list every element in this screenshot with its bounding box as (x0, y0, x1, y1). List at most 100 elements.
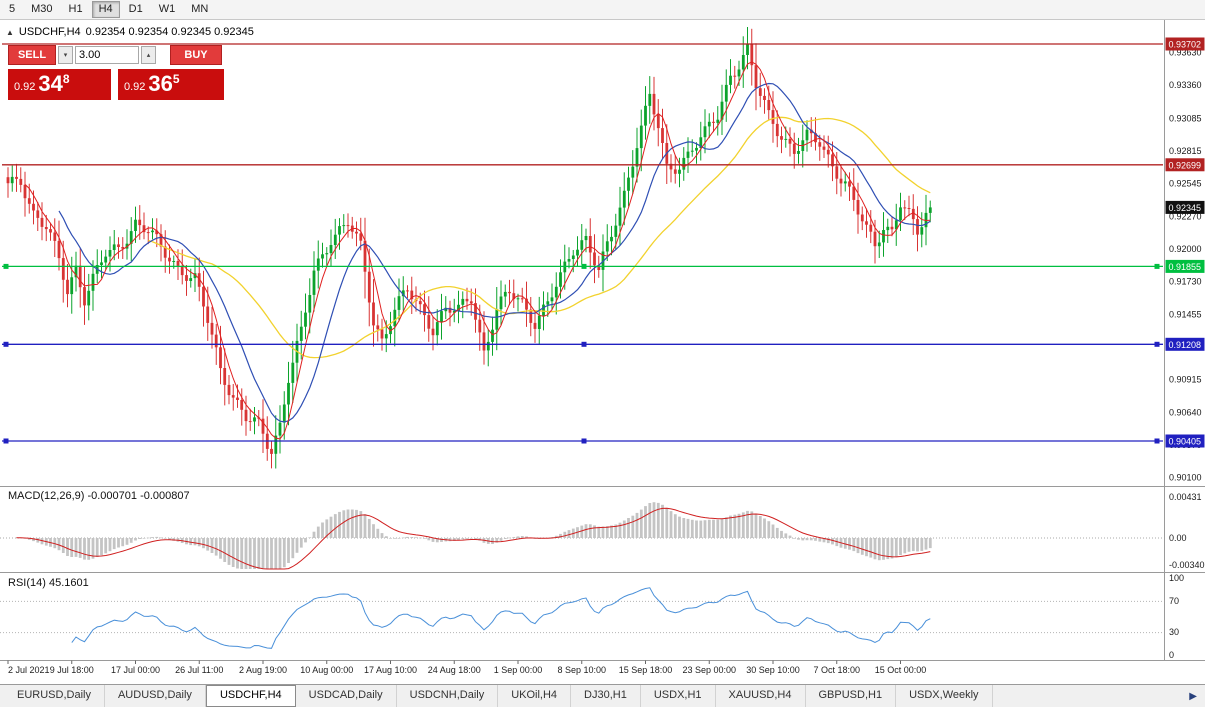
price-axis-label: 0.92270 (1169, 211, 1202, 221)
time-axis-label: 10 Aug 00:00 (300, 665, 353, 675)
price-axis-label: 0.90640 (1169, 408, 1202, 418)
price-tag-label: 0.93702 (1169, 40, 1202, 50)
rsi-line (71, 587, 931, 649)
price-axis-label: 0.92545 (1169, 178, 1202, 188)
price-axis-label: 0.93630 (1169, 48, 1202, 58)
chart-quote-header: ▲ USDCHF,H4 0.92354 0.92354 0.92345 0.92… (6, 26, 254, 38)
tab-scroll-right-icon[interactable]: ▶ (1189, 690, 1197, 702)
tab-eurusd-daily[interactable]: EURUSD,Daily (4, 685, 105, 707)
hline-handle[interactable] (581, 438, 587, 444)
price-tag-label: 0.92345 (1169, 203, 1202, 213)
hline-handle[interactable] (3, 263, 9, 269)
timeframe-button-5[interactable]: 5 (2, 1, 22, 18)
price-tag-label: 0.92699 (1169, 160, 1202, 170)
tab-usdcad-daily[interactable]: USDCAD,Daily (296, 685, 397, 707)
buy-price-display[interactable]: 0.92 36 5 (118, 69, 224, 100)
time-axis-label: 17 Aug 10:00 (364, 665, 417, 675)
sell-price-big: 34 (38, 71, 63, 96)
price-axis-label: 0.91455 (1169, 310, 1202, 320)
timeframe-toolbar: 5 M30 H1 H4 D1 W1 MN (0, 0, 1205, 20)
price-chart[interactable]: 0.936300.933600.930850.928150.925450.922… (0, 20, 1205, 684)
sell-price-sup: 8 (62, 72, 70, 86)
sell-button[interactable]: SELL (8, 45, 56, 65)
time-axis-label: 17 Jul 00:00 (111, 665, 160, 675)
lot-increase-button[interactable]: ▴ (141, 46, 156, 64)
sell-price-display[interactable]: 0.92 34 8 (8, 69, 111, 100)
ma-line-blue (58, 82, 931, 423)
chart-background[interactable] (0, 20, 1205, 684)
price-axis-label: 0.90100 (1169, 473, 1202, 483)
timeframe-button-m30[interactable]: M30 (24, 1, 59, 18)
timeframe-button-h4[interactable]: H4 (91, 1, 120, 18)
time-axis-label: 2 Aug 19:00 (239, 665, 287, 675)
tab-usdx-h1[interactable]: USDX,H1 (641, 685, 716, 707)
sell-price-prefix: 0.92 (14, 81, 36, 93)
hline-handle[interactable] (581, 341, 587, 347)
time-axis-label: 7 Oct 18:00 (813, 665, 860, 675)
price-axis-label: 0.91730 (1169, 276, 1202, 286)
price-tag-label: 0.91855 (1169, 262, 1202, 272)
chart-tab-bar: EURUSD,Daily AUDUSD,Daily USDCHF,H4 USDCAD,… (0, 684, 1205, 707)
price-axis-label: 0.93085 (1169, 113, 1202, 123)
price-tag (1165, 259, 1205, 273)
hline-handle[interactable] (3, 438, 9, 444)
chart-tabs: EURUSD,Daily AUDUSD,Daily USDCHF,H4 USDCAD,… (4, 685, 993, 707)
price-tag-label: 0.90405 (1169, 436, 1202, 446)
macd-histogram (15, 502, 932, 569)
hline-handle[interactable] (3, 341, 9, 347)
tab-dj30-h1[interactable]: DJ30,H1 (571, 685, 641, 707)
candle-series (6, 27, 932, 469)
quote-symbol: USDCHF,H4 (18, 26, 81, 38)
tab-ukoil-h4[interactable]: UKOil,H4 (498, 685, 572, 707)
price-axis-label: 0.90915 (1169, 375, 1202, 385)
macd-signal-line (16, 507, 931, 570)
price-axis-label: 0.93360 (1169, 80, 1202, 90)
rsi-label: RSI(14) 45.1601 (8, 577, 89, 589)
price-tag (1165, 434, 1205, 448)
tab-gbpusd-h1[interactable]: GBPUSD,H1 (806, 685, 897, 707)
lot-dropdown-button[interactable]: ▾ (58, 46, 73, 64)
hline-handle[interactable] (581, 263, 587, 269)
price-axis-label: 0.92815 (1169, 146, 1202, 156)
macd-axis-label: 0.00 (1169, 533, 1187, 543)
buy-button[interactable]: BUY (170, 45, 222, 65)
price-tag (1165, 37, 1205, 51)
trade-controls-row: SELL ▾ ▴ BUY (8, 44, 230, 66)
chevron-down-icon: ▾ (63, 51, 68, 59)
buy-price-prefix: 0.92 (124, 81, 146, 93)
price-tag (1165, 200, 1205, 214)
lot-size-input[interactable] (75, 46, 139, 64)
tab-xauusd-h4[interactable]: XAUUSD,H4 (716, 685, 806, 707)
rsi-axis-label: 30 (1169, 627, 1179, 637)
time-axis-label: 24 Aug 18:00 (428, 665, 481, 675)
time-axis-label: 1 Sep 00:00 (494, 665, 543, 675)
rsi-axis-label: 0 (1169, 650, 1174, 660)
buy-price-sup: 5 (172, 72, 180, 86)
time-axis-label: 23 Sep 00:00 (682, 665, 736, 675)
timeframe-button-d1[interactable]: D1 (122, 1, 150, 18)
tab-usdcnh-daily[interactable]: USDCNH,Daily (397, 685, 499, 707)
timeframe-button-mn[interactable]: MN (184, 1, 215, 18)
time-axis-label: 26 Jul 11:00 (175, 665, 223, 675)
quote-values: 0.92354 0.92354 0.92345 0.92345 (85, 26, 254, 38)
trade-prices-row: 0.92 34 8 0.92 36 5 (8, 69, 230, 100)
rsi-axis-label: 70 (1169, 596, 1179, 606)
macd-label: MACD(12,26,9) -0.000701 -0.000807 (8, 490, 190, 502)
chevron-up-icon: ▴ (146, 51, 151, 59)
tab-usdx-weekly[interactable]: USDX,Weekly (896, 685, 993, 707)
tab-audusd-daily[interactable]: AUDUSD,Daily (105, 685, 206, 707)
price-tag (1165, 158, 1205, 172)
rsi-axis-label: 100 (1169, 573, 1184, 583)
macd-axis-label: 0.00431 (1169, 492, 1202, 502)
buy-price-big: 36 (148, 71, 173, 96)
ma-line-red (24, 61, 931, 440)
time-axis-label: 9 Jul 18:00 (50, 665, 94, 675)
timeframe-button-h1[interactable]: H1 (62, 1, 90, 18)
hline-handle[interactable] (1154, 263, 1160, 269)
timeframe-button-w1[interactable]: W1 (152, 1, 183, 18)
chart-icon: ▲ (6, 27, 14, 37)
time-axis-label: 8 Sep 10:00 (557, 665, 606, 675)
hline-handle[interactable] (1154, 438, 1160, 444)
tab-usdchf-h4[interactable]: USDCHF,H4 (205, 685, 296, 707)
hline-handle[interactable] (1154, 341, 1160, 347)
